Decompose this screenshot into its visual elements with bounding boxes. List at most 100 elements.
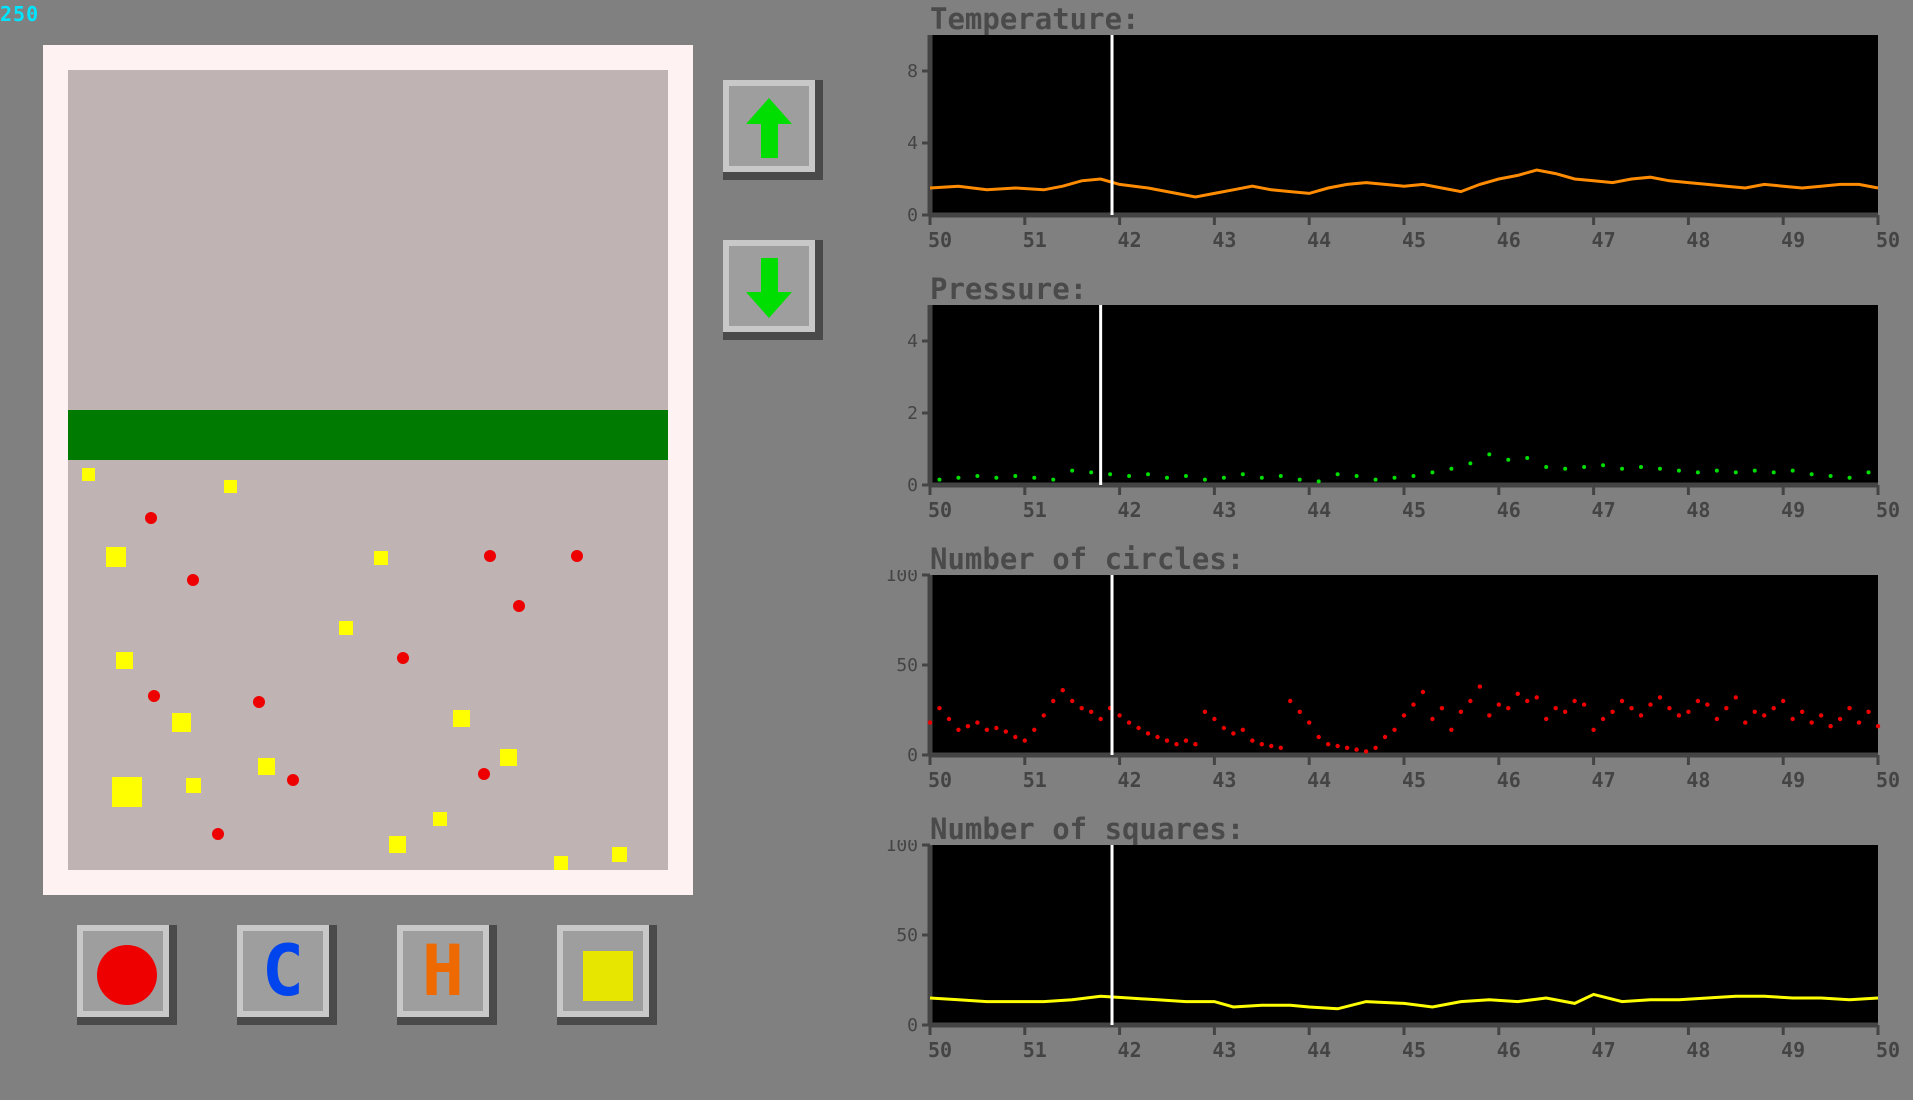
- x-tick-label: 50: [1876, 768, 1900, 792]
- plot-area: [930, 845, 1878, 1025]
- data-point: [1259, 475, 1264, 480]
- circle-particle: [253, 696, 265, 708]
- data-point: [1714, 468, 1719, 473]
- data-point: [1582, 465, 1587, 469]
- move-piston-down-button[interactable]: [723, 240, 823, 340]
- data-point: [1458, 709, 1464, 714]
- data-point: [1847, 475, 1852, 480]
- data-point: [1373, 477, 1378, 482]
- chart-2: 0 50 100 50 51 42 43 44 45 46 47 48 49 50: [885, 570, 1900, 792]
- data-point: [1657, 466, 1662, 471]
- x-tick-label: 44: [1307, 498, 1331, 522]
- square-particle: [452, 710, 470, 727]
- data-point: [1354, 747, 1359, 752]
- x-tick-label: 49: [1781, 768, 1805, 792]
- data-point: [1648, 702, 1653, 707]
- data-point: [1430, 716, 1435, 722]
- x-tick-label: 47: [1592, 1038, 1616, 1062]
- data-point: [1221, 475, 1226, 480]
- x-tick-label: 47: [1592, 498, 1616, 522]
- circle-particle: [484, 550, 496, 562]
- data-point: [1032, 475, 1037, 480]
- data-point: [1771, 706, 1776, 711]
- data-point: [1439, 706, 1445, 711]
- add-circle-button[interactable]: [77, 925, 177, 1025]
- hydrogen-label: H: [421, 930, 465, 1012]
- data-point: [1781, 698, 1786, 704]
- data-point: [1250, 738, 1255, 743]
- data-point: [1525, 698, 1530, 704]
- x-tick-label: 46: [1497, 1038, 1521, 1062]
- data-point: [1392, 727, 1397, 732]
- data-point: [1297, 709, 1302, 714]
- data-point: [1837, 716, 1843, 722]
- add-square-button[interactable]: [557, 925, 657, 1025]
- data-point: [1354, 474, 1359, 478]
- data-point: [1620, 466, 1625, 471]
- data-point: [1847, 706, 1852, 711]
- data-point: [937, 477, 942, 482]
- x-tick-label: 43: [1212, 1038, 1236, 1062]
- circle-particle: [145, 512, 157, 524]
- data-point: [1667, 706, 1672, 711]
- circle-particle: [513, 600, 525, 612]
- data-point: [1297, 477, 1302, 482]
- data-point: [1202, 709, 1208, 714]
- x-tick-label: 44: [1307, 768, 1331, 792]
- square-particle: [257, 758, 275, 775]
- square-particle: [499, 749, 517, 766]
- data-point: [1544, 465, 1549, 469]
- counter-readout: 250: [0, 2, 40, 26]
- y-tick-label: 0: [907, 1015, 918, 1036]
- y-tick-label: 4: [907, 133, 918, 154]
- data-point: [1639, 465, 1643, 469]
- square-particle: [171, 713, 191, 732]
- data-point: [1325, 742, 1331, 747]
- x-tick-label: 51: [1023, 498, 1047, 522]
- data-point: [1088, 709, 1094, 714]
- data-point: [1809, 472, 1814, 477]
- chart-title: Number of squares:: [930, 812, 1245, 846]
- data-point: [1572, 698, 1577, 704]
- chart-1: 0 2 4 50 51 42 43 44 45 46 47 48 49 50: [907, 305, 1900, 522]
- data-point: [1695, 698, 1701, 704]
- chart-3: 0 50 100 50 51 42 43 44 45 46 47 48 49 50: [885, 840, 1900, 1062]
- data-point: [1165, 475, 1169, 480]
- data-point: [1629, 706, 1634, 711]
- data-point: [1278, 474, 1283, 478]
- data-point: [1212, 716, 1217, 722]
- y-tick-label: 100: [885, 570, 918, 586]
- data-point: [1307, 720, 1312, 725]
- data-point: [1562, 709, 1568, 714]
- data-point: [1392, 475, 1397, 480]
- x-tick-label: 45: [1402, 228, 1426, 252]
- data-point: [1022, 738, 1027, 743]
- data-point: [1676, 713, 1682, 718]
- data-point: [1269, 743, 1274, 749]
- simulation-area[interactable]: [68, 70, 668, 870]
- data-point: [1411, 702, 1416, 707]
- move-piston-up-button[interactable]: [723, 80, 823, 180]
- circle-particle: [287, 774, 299, 786]
- data-point: [1695, 470, 1700, 475]
- x-tick-label: 51: [1023, 1038, 1047, 1062]
- data-point: [1070, 468, 1075, 473]
- piston-bar[interactable]: [68, 410, 668, 460]
- data-point: [1288, 698, 1293, 704]
- data-point: [1799, 709, 1805, 714]
- y-tick-label: 50: [896, 655, 918, 676]
- data-point: [1496, 702, 1501, 707]
- data-point: [1449, 466, 1454, 471]
- add-carbon-button[interactable]: C: [237, 925, 337, 1025]
- x-tick-label: 47: [1592, 228, 1616, 252]
- data-point: [1553, 706, 1558, 711]
- square-particle: [433, 812, 447, 826]
- data-point: [1183, 738, 1189, 743]
- square-particle: [106, 547, 126, 567]
- data-point: [1420, 689, 1426, 695]
- x-tick-label: 48: [1686, 228, 1710, 252]
- data-point: [1174, 742, 1179, 747]
- data-point: [1051, 698, 1056, 704]
- data-point: [1155, 734, 1160, 740]
- add-hydrogen-button[interactable]: H: [397, 925, 497, 1025]
